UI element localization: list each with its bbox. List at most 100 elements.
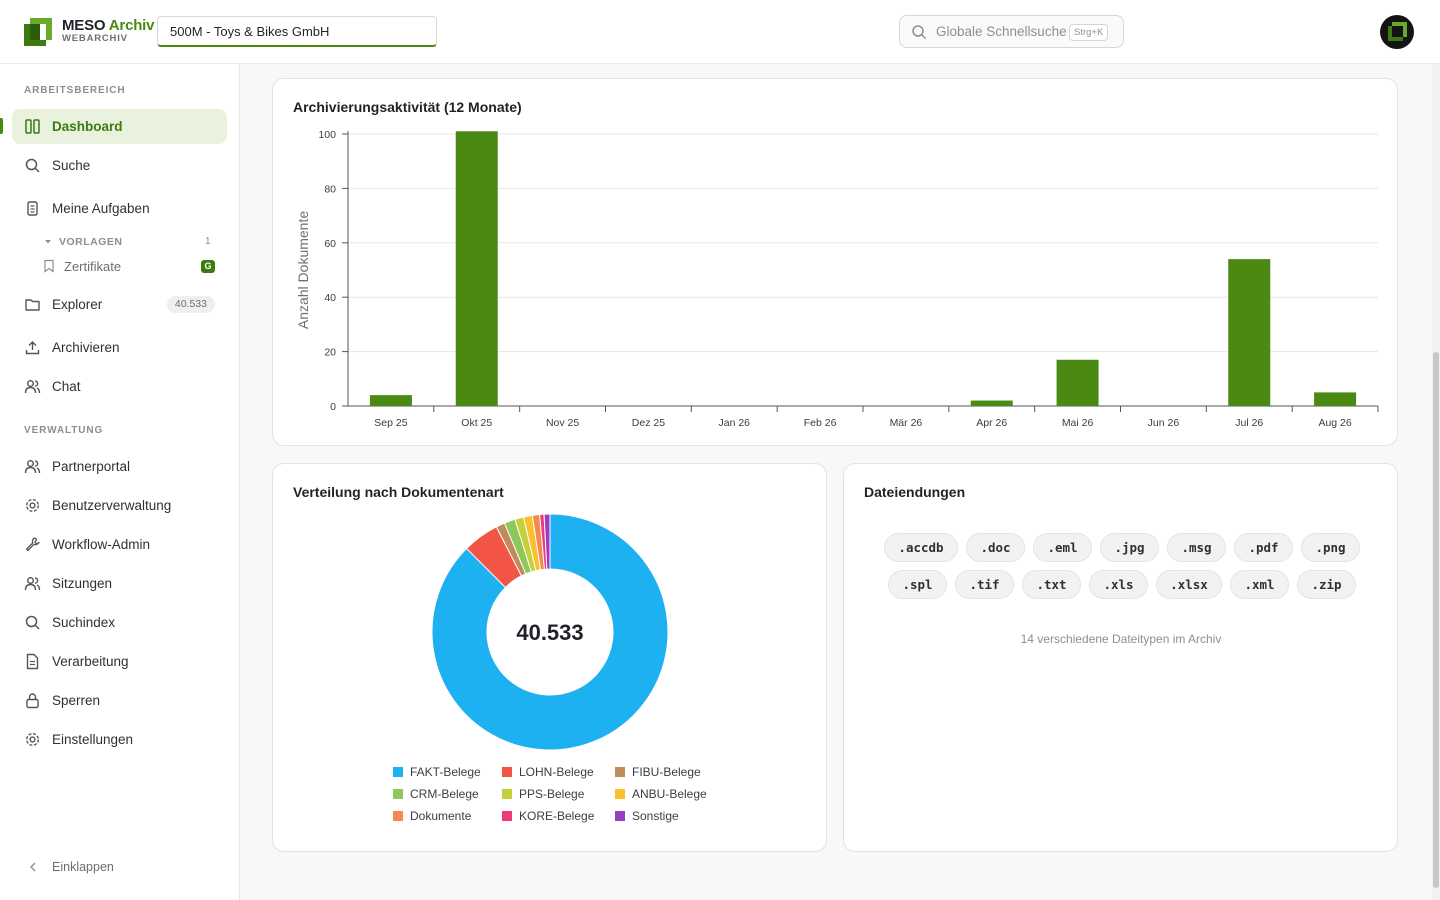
distribution-card: Verteilung nach Dokumentenart 40.533 FAK… <box>272 463 827 852</box>
bar-jul-26[interactable] <box>1228 259 1271 406</box>
search-icon <box>25 158 40 173</box>
sidebar-item-sitzungen[interactable]: Sitzungen <box>12 566 227 601</box>
extensions-card: Dateiendungen .accdb .doc .eml .jpg .msg .pdf… <box>843 463 1398 852</box>
sidebar-item-partnerportal[interactable]: Partnerportal <box>12 449 227 484</box>
app-subtitle: WEBARCHIV <box>62 33 128 44</box>
y-tick-label: 20 <box>324 347 336 359</box>
wrench-icon <box>25 537 40 552</box>
sidebar-item-label: Zertifikate <box>64 259 122 274</box>
gear-icon <box>25 732 40 747</box>
sidebar-item-suche[interactable]: Suche <box>12 148 227 183</box>
tenant-select[interactable]: 500M - Toys & Bikes GmbH <box>157 16 437 47</box>
search-placeholder: Globale Schnellsuche <box>936 24 1067 39</box>
sidebar-item-zertifikate[interactable]: Zertifikate <box>42 257 222 277</box>
legend-swatch <box>502 811 512 821</box>
bar-sep-25[interactable] <box>369 395 412 406</box>
bar-okt-25[interactable] <box>455 131 498 406</box>
global-search-input[interactable]: Globale Schnellsuche Strg+K <box>899 15 1124 48</box>
sidebar-item-aufgaben[interactable]: Meine Aufgaben <box>12 191 227 226</box>
extension-tag[interactable]: .jpg <box>1100 533 1159 562</box>
legend-swatch <box>502 767 512 777</box>
clipboard-icon <box>27 201 38 216</box>
extension-tag[interactable]: .eml <box>1033 533 1092 562</box>
distribution-title: Verteilung nach Dokumentenart <box>293 484 504 500</box>
explorer-count-badge: 40.533 <box>166 296 215 313</box>
sidebar-item-label: Verarbeitung <box>52 654 129 669</box>
section-label-admin: VERWALTUNG <box>24 425 104 436</box>
sidebar-item-einstellungen[interactable]: Einstellungen <box>12 722 227 757</box>
sidebar-item-benutzerverwaltung[interactable]: Benutzerverwaltung <box>12 488 227 523</box>
legend-swatch <box>615 789 625 799</box>
sidebar-item-label: Suchindex <box>52 615 116 630</box>
sidebar-item-verarbeitung[interactable]: Verarbeitung <box>12 644 227 679</box>
sidebar-item-sperren[interactable]: Sperren <box>12 683 227 718</box>
sidebar-item-dashboard[interactable]: Dashboard <box>12 109 227 144</box>
user-avatar[interactable] <box>1380 15 1414 49</box>
extension-tag[interactable]: .tif <box>955 570 1014 599</box>
sidebar-item-workflow-admin[interactable]: Workflow-Admin <box>12 527 227 562</box>
bar-apr-26[interactable] <box>970 400 1013 406</box>
legend-swatch <box>615 811 625 821</box>
sidebar-group-vorlagen[interactable]: VORLAGEN <box>59 236 123 248</box>
bar-mai-26[interactable] <box>1056 359 1099 406</box>
extension-tag[interactable]: .xml <box>1230 570 1289 599</box>
activity-bar-chart: 0 20 40 60 80 100 Anzahl Dokumente Sep 25 Okt 25… <box>295 129 1379 429</box>
sidebar-item-label: Benutzerverwaltung <box>52 498 172 513</box>
bar-aug-26[interactable] <box>1314 392 1357 406</box>
extension-tag[interactable]: .doc <box>966 533 1025 562</box>
extensions-title: Dateiendungen <box>864 484 966 500</box>
x-tick-label: Nov 25 <box>546 417 579 429</box>
section-label-workspace: ARBEITSBEREICH <box>24 85 126 96</box>
x-tick-label: Okt 25 <box>461 417 492 429</box>
sidebar-item-suchindex[interactable]: Suchindex <box>12 605 227 640</box>
y-tick-label: 60 <box>324 238 336 250</box>
extension-tag[interactable]: .png <box>1301 533 1360 562</box>
legend-label: FIBU-Belege <box>632 765 701 779</box>
sidebar-item-explorer[interactable]: Explorer 40.533 <box>12 287 227 322</box>
zertifikate-badge: G <box>201 260 215 273</box>
app-title: MESO Archiv <box>62 17 155 34</box>
legend-label: Sonstige <box>632 809 679 823</box>
extension-tag[interactable]: .txt <box>1022 570 1081 599</box>
sidebar-item-chat[interactable]: Chat <box>12 369 227 404</box>
page-scrollbar-thumb[interactable] <box>1433 352 1439 888</box>
donut-slice-sonstige[interactable] <box>543 513 551 570</box>
x-tick-label: Mär 26 <box>890 417 923 429</box>
activity-title: Archivierungsaktivität (12 Monate) <box>293 99 522 115</box>
sidebar-item-label: Meine Aufgaben <box>52 201 150 216</box>
search-shortcut: Strg+K <box>1069 24 1109 41</box>
extension-tag[interactable]: .spl <box>888 570 947 599</box>
x-tick-label: Feb 26 <box>804 417 837 429</box>
gear-icon <box>25 498 40 513</box>
distribution-donut-chart: 40.533 <box>431 513 669 751</box>
avatar-logo-icon <box>1388 22 1407 41</box>
donut-slice-fakt-belege[interactable] <box>431 513 669 751</box>
chevron-left-icon <box>30 862 36 872</box>
extension-tag[interactable]: .accdb <box>884 533 958 562</box>
columns-icon <box>25 119 40 134</box>
legend-swatch <box>393 811 403 821</box>
x-tick-label: Dez 25 <box>632 417 665 429</box>
extension-tag[interactable]: .zip <box>1297 570 1356 599</box>
activity-card: Archivierungsaktivität (12 Monate) 0 20 40… <box>272 78 1398 446</box>
sidebar-item-label: Explorer <box>52 297 103 312</box>
extension-tag[interactable]: .pdf <box>1234 533 1293 562</box>
lock-icon <box>26 693 39 709</box>
y-tick-label: 100 <box>318 129 336 141</box>
sidebar-item-label: Dashboard <box>52 119 123 134</box>
sidebar-item-archivieren[interactable]: Archivieren <box>12 330 227 365</box>
upload-icon <box>25 341 40 355</box>
chevron-down-icon[interactable] <box>44 239 52 245</box>
x-tick-label: Jul 26 <box>1235 417 1263 429</box>
x-tick-label: Aug 26 <box>1318 417 1351 429</box>
x-tick-label: Apr 26 <box>976 417 1007 429</box>
search-icon <box>25 615 40 630</box>
collapse-sidebar-button[interactable]: Einklappen <box>24 858 144 878</box>
sidebar-item-label: Archivieren <box>52 340 120 355</box>
legend-label: LOHN-Belege <box>519 765 594 779</box>
extension-tag[interactable]: .xlsx <box>1156 570 1222 599</box>
bookmark-icon <box>44 259 54 273</box>
extension-tag[interactable]: .xls <box>1089 570 1148 599</box>
sidebar-item-label: Suche <box>52 158 91 173</box>
extension-tag[interactable]: .msg <box>1167 533 1226 562</box>
